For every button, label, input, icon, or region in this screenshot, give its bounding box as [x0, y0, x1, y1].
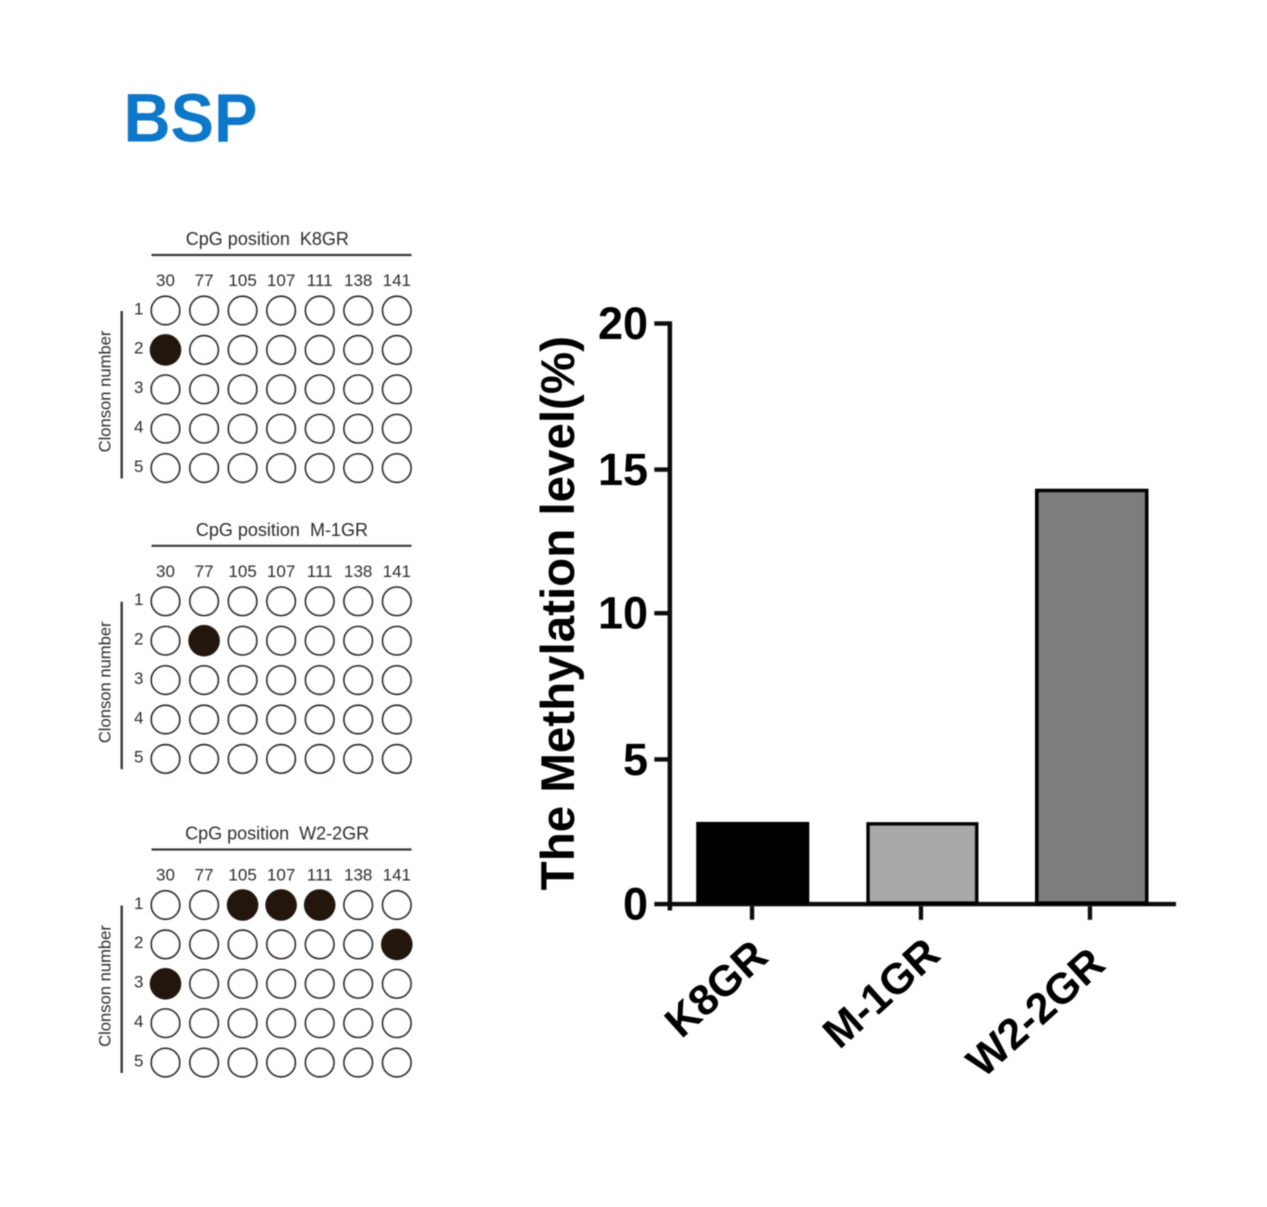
svg-text:105: 105 — [228, 271, 256, 290]
svg-text:138: 138 — [344, 271, 372, 290]
svg-text:30: 30 — [156, 271, 175, 290]
svg-text:M-1GR: M-1GR — [814, 929, 949, 1057]
svg-text:141: 141 — [383, 271, 411, 290]
svg-text:5: 5 — [134, 457, 143, 476]
svg-text:5: 5 — [623, 734, 648, 785]
svg-text:2: 2 — [134, 630, 143, 649]
svg-text:138: 138 — [344, 562, 372, 581]
svg-text:141: 141 — [383, 866, 411, 885]
svg-text:1: 1 — [134, 590, 143, 609]
svg-text:4: 4 — [134, 1012, 143, 1031]
svg-text:107: 107 — [267, 271, 295, 290]
svg-text:30: 30 — [156, 866, 175, 885]
svg-text:Clonson number: Clonson number — [96, 925, 115, 1047]
svg-text:2: 2 — [134, 339, 143, 358]
svg-text:1: 1 — [134, 299, 143, 318]
svg-text:111: 111 — [307, 271, 333, 290]
svg-text:BSP: BSP — [124, 80, 258, 157]
svg-text:The Methylation level(%): The Methylation level(%) — [532, 336, 585, 890]
svg-text:77: 77 — [195, 271, 214, 290]
svg-text:138: 138 — [344, 866, 372, 885]
svg-text:2: 2 — [134, 933, 143, 952]
svg-text:Clonson number: Clonson number — [96, 330, 115, 452]
svg-text:CpG position M-1GR: CpG position M-1GR — [196, 520, 368, 540]
svg-text:4: 4 — [134, 708, 143, 727]
svg-text:111: 111 — [307, 562, 333, 581]
svg-text:20: 20 — [598, 298, 648, 349]
svg-text:30: 30 — [156, 562, 175, 581]
svg-text:105: 105 — [228, 562, 256, 581]
svg-text:1: 1 — [134, 894, 143, 913]
svg-text:10: 10 — [598, 588, 648, 639]
svg-text:3: 3 — [134, 669, 143, 688]
svg-text:111: 111 — [307, 866, 333, 885]
svg-text:141: 141 — [383, 562, 411, 581]
svg-text:3: 3 — [134, 973, 143, 992]
svg-text:77: 77 — [195, 866, 214, 885]
svg-text:K8GR: K8GR — [656, 931, 777, 1047]
svg-text:15: 15 — [598, 444, 648, 495]
svg-text:5: 5 — [134, 748, 143, 767]
svg-text:CpG position K8GR: CpG position K8GR — [186, 229, 349, 249]
svg-text:3: 3 — [134, 378, 143, 397]
svg-text:105: 105 — [228, 866, 256, 885]
svg-text:4: 4 — [134, 418, 143, 437]
svg-text:0: 0 — [623, 879, 648, 930]
svg-text:77: 77 — [195, 562, 214, 581]
svg-text:W2-2GR: W2-2GR — [958, 939, 1114, 1087]
svg-text:CpG position W2-2GR: CpG position W2-2GR — [185, 824, 369, 844]
svg-text:5: 5 — [134, 1051, 143, 1070]
svg-text:107: 107 — [267, 562, 295, 581]
svg-text:107: 107 — [267, 866, 295, 885]
svg-text:Clonson number: Clonson number — [96, 621, 115, 743]
